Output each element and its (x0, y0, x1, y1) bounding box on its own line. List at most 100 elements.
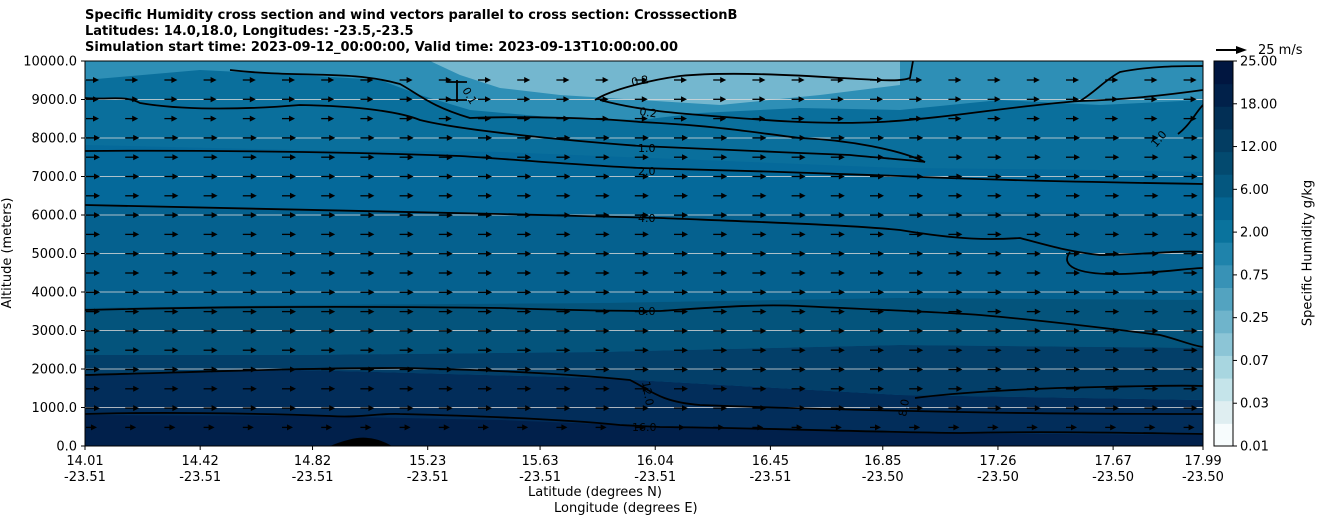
wind-arrow (1183, 192, 1198, 199)
wind-arrow (360, 115, 374, 122)
wind-arrow (634, 347, 649, 354)
wind-arrow (478, 289, 492, 296)
wind-arrow (1144, 173, 1159, 180)
wind-arrow (517, 289, 532, 296)
wind-arrow (713, 270, 728, 276)
contour-01b (447, 81, 467, 101)
wind-arrow (752, 154, 767, 161)
wind-arrow (556, 289, 571, 296)
wind-arrow (86, 212, 100, 219)
wind-arrow (282, 289, 296, 296)
wind-arrow (242, 308, 257, 315)
wind-arrow (438, 173, 453, 180)
wind-arrow (634, 173, 649, 180)
chart-title-line-2: Latitudes: 14.0,18.0, Longitudes: -23.5,… (85, 24, 414, 39)
wind-arrow (987, 77, 1001, 83)
wind-arrow (321, 270, 336, 276)
x-tick-label-lon: -23.50 (862, 470, 904, 485)
y-tick-label: 9000.0 (32, 93, 78, 108)
wind-arrow (517, 424, 529, 431)
wind-arrow (1144, 192, 1159, 199)
wind-arrow (870, 347, 884, 354)
wind-arrow (674, 327, 688, 334)
wind-arrow (1105, 289, 1120, 296)
contour-label: 8.0 (638, 305, 656, 318)
wind-arrow (987, 308, 1002, 315)
wind-arrow (1183, 385, 1198, 392)
wind-arrow (987, 96, 1001, 103)
wind-arrow (987, 173, 1002, 180)
wind-arrow (164, 308, 179, 315)
wind-arrow (1144, 347, 1159, 354)
wind-arrow (282, 250, 296, 257)
wind-arrow (478, 347, 492, 354)
wind-arrow (1105, 366, 1120, 373)
wind-arrow (360, 231, 375, 238)
wind-arrow (1066, 424, 1077, 431)
contour-label: 0.2 (639, 105, 658, 120)
wind-arrow (478, 96, 491, 103)
wind-arrow (125, 327, 140, 334)
wind-arrow (399, 96, 413, 103)
y-tick-label: 5000.0 (32, 247, 78, 262)
wind-arrow (203, 347, 218, 354)
wind-arrow (713, 385, 728, 392)
wind-arrow (1183, 77, 1197, 83)
wind-arrow (595, 173, 610, 180)
wind-arrow (674, 250, 688, 257)
wind-arrow (595, 347, 610, 354)
colorbar-tick-label: 18.00 (1240, 97, 1277, 112)
wind-arrow (478, 308, 492, 315)
wind-arrow (1066, 77, 1079, 83)
wind-arrow (399, 154, 414, 161)
wind-arrow (752, 134, 767, 141)
wind-arrow (830, 154, 845, 161)
wind-arrow (909, 134, 924, 141)
wind-arrow (987, 231, 1002, 238)
wind-arrow (478, 385, 492, 392)
wind-arrow (399, 212, 414, 219)
wind-arrow (125, 289, 140, 296)
x-tick-label-lat: 14.01 (66, 454, 103, 469)
wind-arrow (1144, 134, 1159, 141)
wind-arrow (713, 366, 728, 373)
wind-arrow (86, 173, 100, 180)
plot-area: 0.1 0.2 0.2 1.0 1.0 2.0 4.0 8.0 8.0 12.0… (85, 61, 1203, 446)
x-tick-label-lat: 14.82 (294, 454, 331, 469)
wind-arrow (125, 308, 140, 315)
contour-label: 8.0 (896, 398, 912, 417)
wind-arrow (713, 173, 728, 180)
wind-arrow (909, 212, 924, 219)
wind-arrow (399, 405, 414, 412)
x-tick-label-lon: -23.51 (407, 470, 449, 485)
wind-arrow (242, 250, 257, 257)
wind-arrow (517, 192, 532, 199)
wind-arrow (242, 327, 257, 334)
wind-arrow (164, 96, 178, 103)
wind-arrow (321, 308, 336, 315)
wind-arrow (360, 250, 375, 257)
wind-arrow (948, 192, 963, 199)
wind-arrow (203, 327, 218, 334)
wind-arrow (438, 115, 452, 122)
wind-arrow (203, 77, 217, 83)
wind-arrow (634, 192, 649, 199)
wind-arrow (125, 424, 137, 431)
wind-arrow (674, 270, 688, 276)
wind-arrow (1183, 154, 1198, 161)
wind-arrow (478, 192, 492, 199)
wind-arrow (125, 154, 140, 161)
wind-arrow (517, 327, 532, 334)
wind-arrow (1026, 115, 1040, 122)
wind-arrow (1144, 115, 1158, 122)
y-tick-label: 1000.0 (32, 401, 78, 416)
wind-arrow (556, 405, 571, 412)
wind-arrow (1105, 115, 1119, 122)
wind-arrow (321, 289, 336, 296)
wind-arrow (791, 115, 805, 122)
wind-arrow (478, 134, 492, 141)
wind-arrow (1066, 327, 1080, 334)
wind-arrow (909, 96, 923, 103)
wind-arrow (830, 347, 845, 354)
colorbar-segment (1214, 287, 1233, 311)
